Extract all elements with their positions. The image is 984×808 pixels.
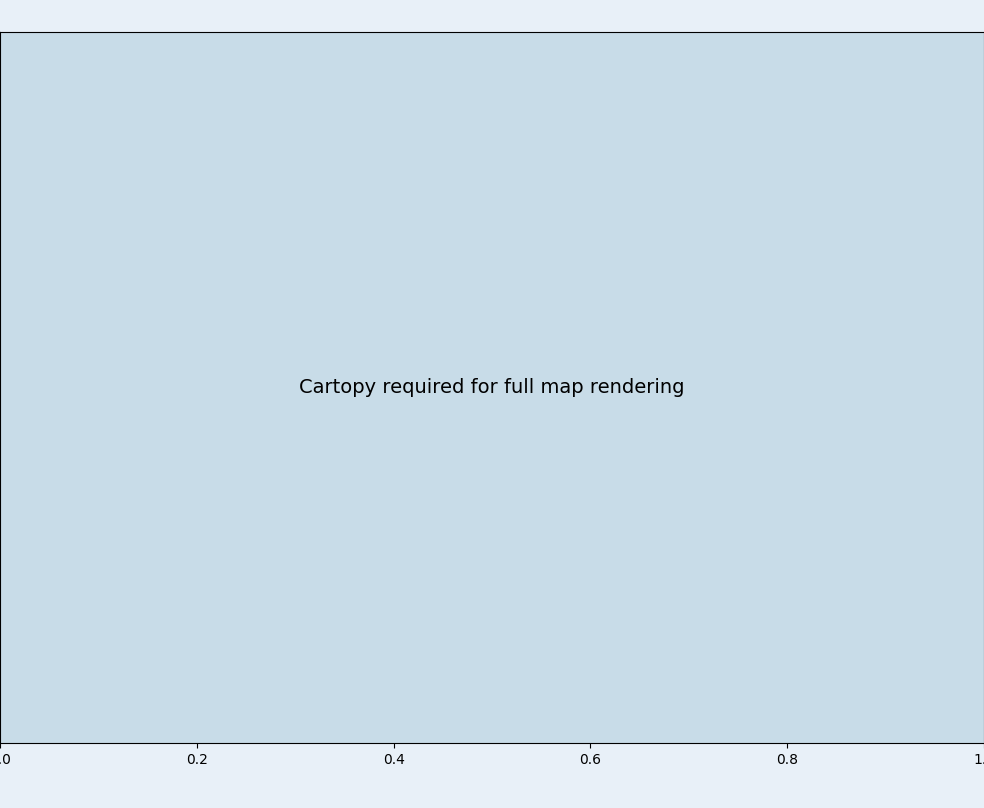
Text: Cartopy required for full map rendering: Cartopy required for full map rendering (299, 378, 685, 398)
